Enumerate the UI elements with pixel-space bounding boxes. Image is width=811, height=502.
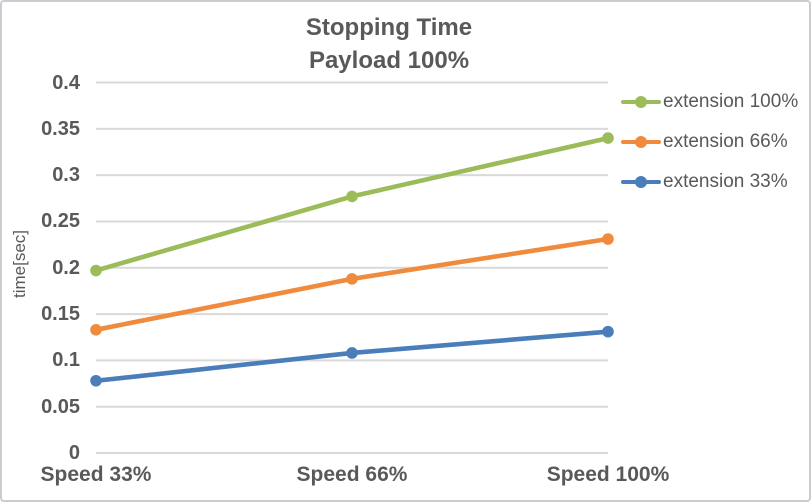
- legend-marker-icon: [621, 95, 661, 109]
- y-tick-label: 0.2: [52, 256, 80, 279]
- y-tick-label: 0.05: [41, 395, 80, 418]
- data-point-marker: [90, 324, 102, 336]
- legend-label: extension 66%: [663, 131, 788, 152]
- chart-title-line1: Stopping Time: [305, 14, 473, 41]
- y-tick-label: 0.25: [41, 210, 80, 233]
- legend-item: extension 66%: [621, 128, 798, 156]
- y-tick-label: 0: [68, 442, 80, 464]
- x-axis-label: Speed 66%: [296, 463, 408, 486]
- data-point-marker: [602, 233, 614, 245]
- legend-label: extension 33%: [663, 171, 788, 192]
- data-point-marker: [346, 190, 358, 203]
- y-tick-label: 0.3: [52, 164, 80, 187]
- legend-marker-icon: [621, 175, 661, 189]
- x-axis-label: Speed 33%: [40, 463, 152, 486]
- data-point-marker: [90, 374, 102, 387]
- data-point-marker: [602, 132, 614, 144]
- data-point-marker: [346, 273, 358, 285]
- data-point-marker: [346, 347, 358, 359]
- y-tick-label: 0.4: [52, 71, 80, 94]
- data-point-marker: [90, 264, 102, 277]
- y-tick-label: 0.1: [52, 349, 80, 372]
- y-tick-label: 0.15: [41, 303, 80, 326]
- legend-marker-icon: [621, 135, 661, 149]
- x-axis-label: Speed 100%: [546, 463, 670, 486]
- chart-title: Stopping Time Payload 100%: [2, 11, 776, 77]
- chart-title-line2: Payload 100%: [308, 47, 470, 74]
- y-tick-label: 0.35: [41, 117, 80, 140]
- legend-item: extension 33%: [621, 168, 798, 196]
- legend-label: extension 100%: [663, 91, 799, 112]
- data-point-marker: [602, 325, 614, 338]
- legend-item: extension 100%: [621, 88, 798, 116]
- legend: extension 100% extension 66% extension 33%: [621, 88, 798, 208]
